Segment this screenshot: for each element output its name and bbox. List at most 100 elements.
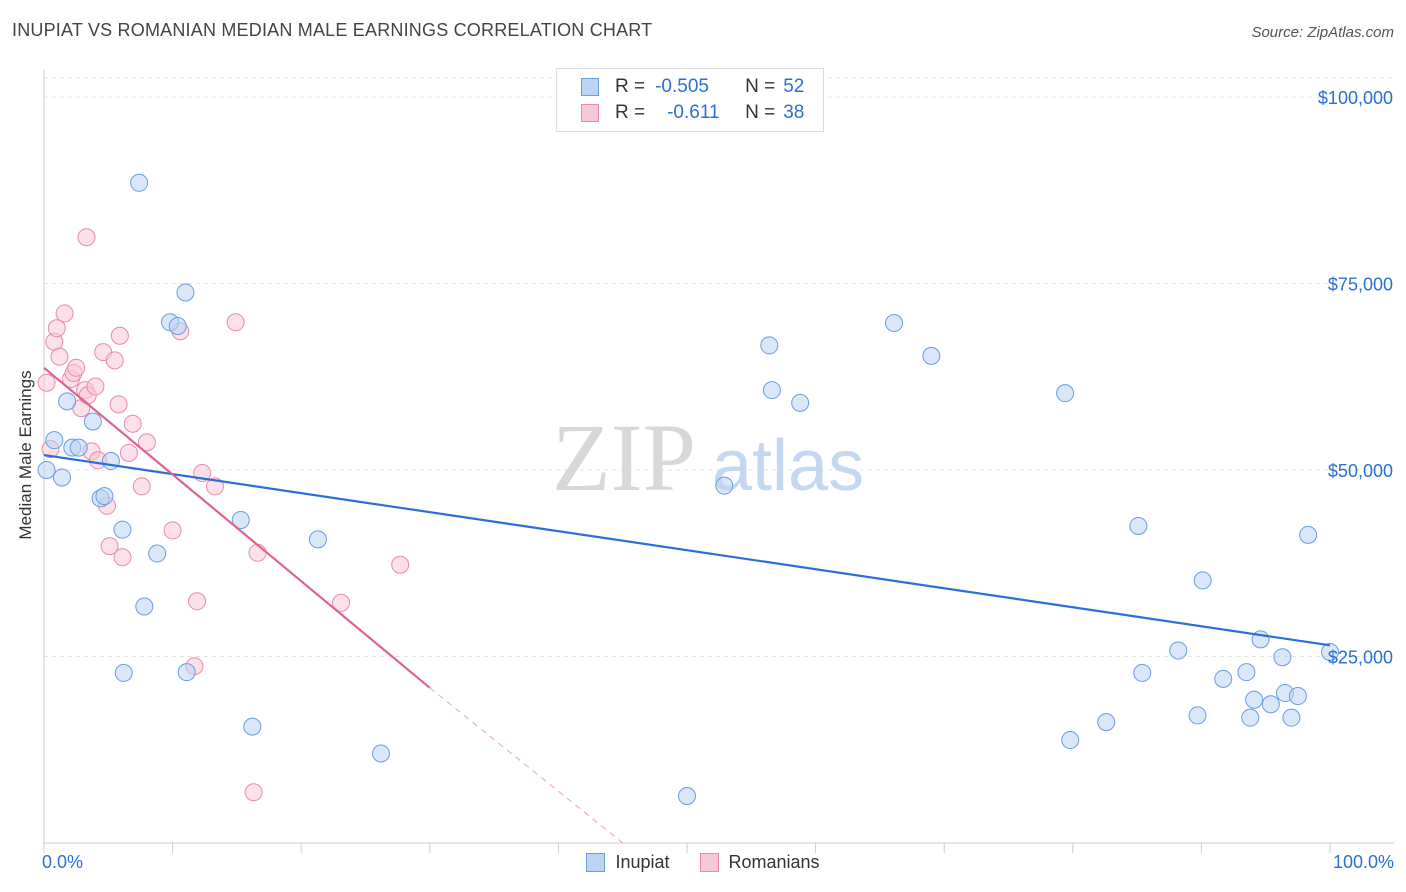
legend-item-inupiat: Inupiat <box>586 852 670 873</box>
grid-layer <box>44 77 1394 657</box>
legend-r-label: R = <box>615 76 646 97</box>
inupiat-point <box>1214 669 1233 688</box>
watermark: ZIP atlas <box>552 404 864 511</box>
romanians-point <box>100 537 119 556</box>
inupiat-point <box>168 317 187 336</box>
inupiat-point <box>58 392 77 411</box>
inupiat-point <box>148 544 167 563</box>
inupiat-point <box>1169 641 1188 660</box>
inupiat-point <box>113 520 132 539</box>
inupiat-point <box>177 663 196 682</box>
romanians-point <box>132 477 151 496</box>
inupiat-point <box>45 431 64 450</box>
inupiat-point <box>1282 708 1301 727</box>
romanians-swatch <box>699 853 719 872</box>
romanians-point <box>37 373 56 392</box>
inupiat-point <box>243 717 262 736</box>
inupiat-point <box>114 663 133 682</box>
inupiat-point <box>1261 695 1280 714</box>
inupiat-trend-line <box>43 453 1331 647</box>
correlation-legend: R = -0.505 N = 52 R = -0.611 N = 38 <box>556 68 824 132</box>
y-tick-label: $25,000 <box>1328 648 1393 668</box>
romanians-point <box>163 521 182 540</box>
inupiat-point <box>1241 708 1260 727</box>
inupiat-points <box>37 173 1339 806</box>
legend-r-label: R = <box>615 102 646 123</box>
romanians-trend-extension <box>429 687 624 844</box>
legend-r-value: -0.505 <box>655 76 709 97</box>
romanians-point <box>77 228 96 247</box>
inupiat-point <box>101 452 120 471</box>
romanians-point <box>244 783 263 802</box>
inupiat-point <box>1299 525 1318 544</box>
inupiat-point <box>176 283 195 302</box>
trend-lines <box>43 366 1331 844</box>
inupiat-point <box>130 173 149 192</box>
inupiat-point <box>791 393 810 412</box>
romanians-point <box>109 395 128 414</box>
inupiat-swatch <box>581 78 599 96</box>
inupiat-point <box>308 530 327 549</box>
watermark-zip: ZIP <box>552 404 696 511</box>
romanians-point <box>248 543 267 562</box>
romanians-point <box>105 351 124 370</box>
y-tick-label: $75,000 <box>1328 275 1393 295</box>
legend-n-value: 52 <box>783 76 805 97</box>
inupiat-point <box>678 787 696 806</box>
y-tick-label: $100,000 <box>1318 88 1393 108</box>
inupiat-swatch <box>586 853 606 872</box>
inupiat-point <box>1288 687 1307 706</box>
romanians-point <box>55 304 74 323</box>
romanians-point <box>86 377 105 396</box>
inupiat-point <box>922 346 941 365</box>
inupiat-point <box>83 412 102 431</box>
inupiat-point <box>1097 713 1116 732</box>
legend-n-value: 38 <box>783 102 805 123</box>
inupiat-point <box>1273 648 1292 667</box>
legend-row-inupiat: R = -0.505 N = 52 <box>581 75 804 99</box>
romanians-point <box>113 548 132 567</box>
chart-title: INUPIAT VS ROMANIAN MEDIAN MALE EARNINGS… <box>12 20 653 40</box>
chart-source: Source: ZipAtlas.com <box>1251 24 1394 41</box>
romanians-point <box>206 477 225 496</box>
legend-r-value: -0.611 <box>667 102 720 123</box>
inupiat-point <box>1245 690 1264 709</box>
legend-n-label: N = <box>745 76 776 97</box>
romanians-point <box>110 326 129 345</box>
inupiat-point <box>1321 643 1339 662</box>
romanians-points <box>37 228 410 802</box>
romanians-point <box>47 319 66 338</box>
legend-label-romanians: Romanians <box>728 852 820 872</box>
inupiat-point <box>95 487 114 506</box>
romanians-point <box>391 555 410 574</box>
romanians-point <box>226 313 245 332</box>
romanians-point <box>123 414 142 433</box>
romanians-trend-line <box>43 366 431 689</box>
legend-row-romanians: R = -0.611 N = 38 <box>581 101 804 125</box>
series-legend: Inupiat Romanians <box>0 852 1406 873</box>
inupiat-point <box>760 336 779 355</box>
y-tick-label: $50,000 <box>1328 461 1393 481</box>
inupiat-point <box>1133 663 1152 682</box>
legend-item-romanians: Romanians <box>699 852 820 873</box>
inupiat-point <box>1193 571 1212 590</box>
x-axis-min-label: 0.0% <box>42 852 84 872</box>
inupiat-point <box>1129 516 1148 535</box>
inupiat-point <box>762 381 781 400</box>
romanians-point <box>119 443 138 462</box>
romanians-point <box>50 347 69 366</box>
inupiat-point <box>1237 663 1256 682</box>
y-tick-labels: $25,000 $50,000 $75,000 $100,000 <box>1318 88 1393 668</box>
romanians-swatch <box>581 104 599 122</box>
legend-label-inupiat: Inupiat <box>615 852 670 872</box>
x-axis-max-label: 100.0% <box>1332 852 1394 872</box>
inupiat-point <box>1061 731 1080 750</box>
inupiat-point <box>885 314 904 333</box>
inupiat-point <box>715 476 734 495</box>
inupiat-point <box>53 468 72 487</box>
legend-n-label: N = <box>745 102 776 123</box>
romanians-point <box>188 592 207 611</box>
inupiat-point <box>37 461 56 479</box>
inupiat-point <box>135 597 154 616</box>
